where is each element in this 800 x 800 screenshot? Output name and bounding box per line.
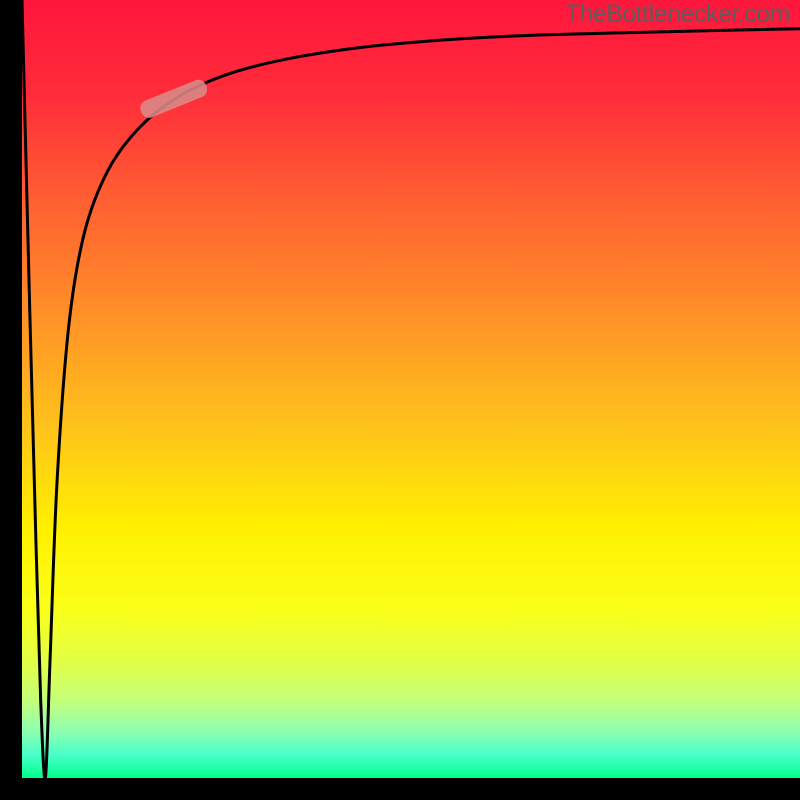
chart-svg	[0, 0, 800, 800]
watermark-text: TheBottlenecker.com	[565, 0, 790, 29]
plot-background	[22, 0, 800, 778]
chart-container: TheBottlenecker.com	[0, 0, 800, 800]
